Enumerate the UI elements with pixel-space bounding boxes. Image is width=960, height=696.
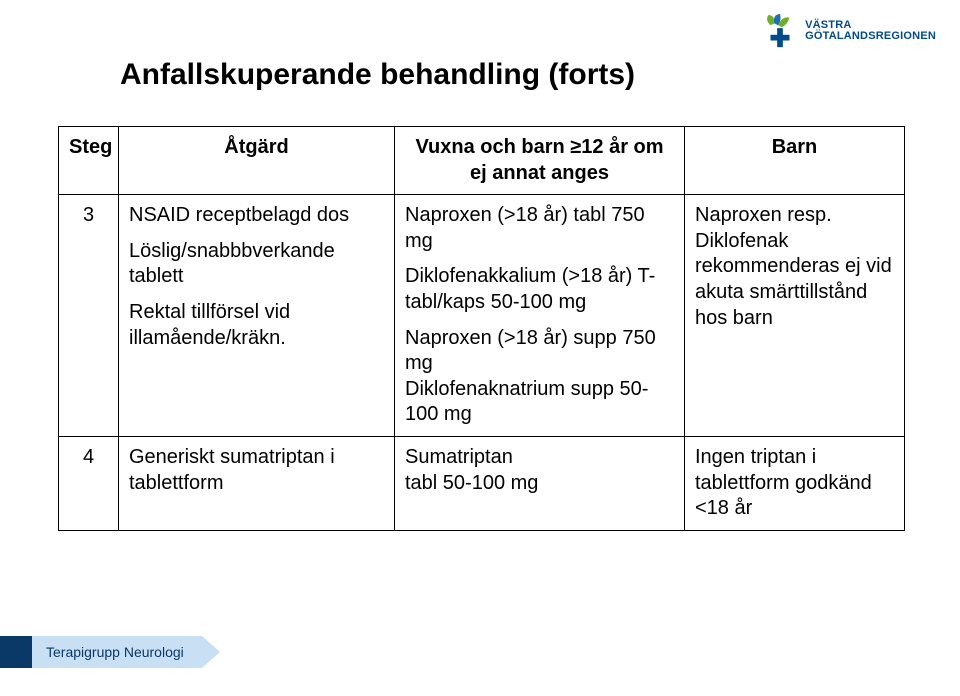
logo-mark [761,12,799,50]
vuxna-line: Naproxen (>18 år) supp 750 mg [405,326,674,377]
atgard-line: Generiskt sumatriptan i tablettform [129,445,384,496]
cell-barn: Ingen triptan i tablettform godkänd <18 … [685,436,905,530]
logo-text: VÄSTRA GÖTALANDSREGIONEN [805,20,936,42]
col-header-barn: Barn [685,127,905,195]
atgard-line: NSAID receptbelagd dos [129,203,384,229]
treatment-table: Steg Åtgärd Vuxna och barn ≥12 år om ej … [58,126,905,531]
cell-barn: Naproxen resp. Diklofenak rekommenderas … [685,195,905,437]
slide: VÄSTRA GÖTALANDSREGIONEN Anfallskuperand… [0,0,960,696]
footer-ribbon-label: Terapigrupp Neurologi [32,636,202,668]
cell-vuxna: Sumatriptan tabl 50-100 mg [395,436,685,530]
vuxna-line: Sumatriptan [405,445,674,471]
atgard-line: Rektal tillförsel vid illamående/kräkn. [129,300,384,351]
table-header-row: Steg Åtgärd Vuxna och barn ≥12 år om ej … [59,127,905,195]
page-title: Anfallskuperande behandling (forts) [120,58,635,92]
vuxna-line: Diklofenakkalium (>18 år) T-tabl/kaps 50… [405,264,674,315]
treatment-table-wrap: Steg Åtgärd Vuxna och barn ≥12 år om ej … [58,126,904,531]
vuxna-line: tabl 50-100 mg [405,471,674,497]
atgard-line: Löslig/snabbbverkande tablett [129,239,384,290]
org-logo: VÄSTRA GÖTALANDSREGIONEN [761,12,936,50]
cell-vuxna: Naproxen (>18 år) tabl 750 mg Diklofenak… [395,195,685,437]
footer-ribbon-tip [202,636,220,668]
barn-line: Ingen triptan i tablettform godkänd <18 … [695,445,894,522]
barn-line: Naproxen resp. Diklofenak rekommenderas … [695,203,894,331]
col-header-atgard: Åtgärd [119,127,395,195]
footer-ribbon: Terapigrupp Neurologi [0,636,220,668]
cell-atgard: Generiskt sumatriptan i tablettform [119,436,395,530]
vuxna-line: Diklofenaknatrium supp 50-100 mg [405,377,674,428]
cell-step: 4 [59,436,119,530]
table-row: 3 NSAID receptbelagd dos Löslig/snabbbve… [59,195,905,437]
vuxna-line: Naproxen (>18 år) tabl 750 mg [405,203,674,254]
cell-atgard: NSAID receptbelagd dos Löslig/snabbbverk… [119,195,395,437]
table-row: 4 Generiskt sumatriptan i tablettform Su… [59,436,905,530]
footer-ribbon-accent [0,636,32,668]
col-header-vuxna: Vuxna och barn ≥12 år om ej annat anges [395,127,685,195]
col-header-step: Steg [59,127,119,195]
cell-step: 3 [59,195,119,437]
logo-text-line2: GÖTALANDSREGIONEN [805,31,936,42]
